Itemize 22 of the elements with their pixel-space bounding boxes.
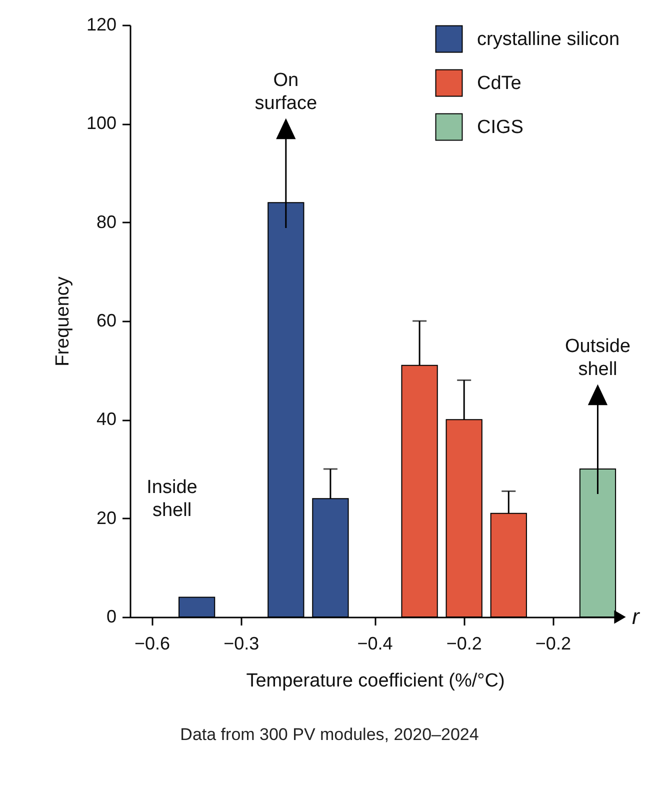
annotation: Inside shell <box>146 476 198 521</box>
x-tick-label: −0.6 <box>134 634 170 654</box>
y-tick-label: 60 <box>96 310 116 330</box>
y-tick-label: 40 <box>96 409 116 430</box>
annotation: Outside shell <box>564 336 630 380</box>
x-tick-label: −0.3 <box>224 634 260 654</box>
x-axis-title: Temperature coefficient (%/°C) <box>246 670 505 692</box>
annotation: On surface <box>254 70 318 114</box>
y-tick-label: 80 <box>96 212 116 232</box>
y-tick-label: 0 <box>106 606 116 626</box>
legend-label: CIGS <box>477 117 524 138</box>
x-tick-label: −0.2 <box>535 634 571 654</box>
x-tick-label: −0.2 <box>446 634 482 654</box>
legend-label: crystalline silicon <box>477 29 620 50</box>
y-axis-title: Frequency <box>52 276 74 366</box>
y-tick-label: 120 <box>86 14 116 34</box>
text: r <box>632 604 641 629</box>
x-tick-label: −0.4 <box>357 634 393 654</box>
y-tick-label: 20 <box>96 508 116 528</box>
legend-label: CdTe <box>477 73 522 94</box>
y-tick-label: 100 <box>86 113 116 134</box>
text: Data from 300 PV modules, 2020–2024 <box>179 725 480 745</box>
